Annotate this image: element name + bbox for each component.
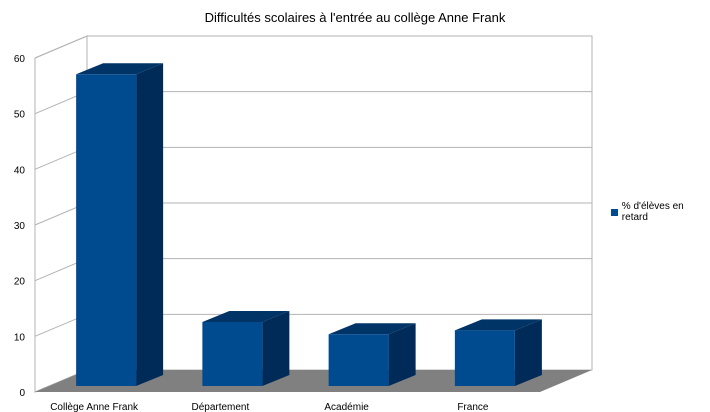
y-tick-label: 30	[14, 221, 26, 232]
y-tick-label: 50	[14, 110, 26, 121]
bar	[328, 323, 416, 386]
bar	[202, 310, 290, 386]
y-tick-label: 60	[14, 54, 26, 65]
y-tick-label: 40	[14, 165, 26, 176]
floor-plane	[35, 370, 592, 392]
bar-side	[388, 323, 416, 386]
bar	[454, 319, 542, 386]
bar-side	[136, 63, 164, 387]
bar-side	[514, 319, 542, 386]
bar	[76, 63, 164, 387]
bar-top	[76, 63, 164, 75]
bars	[76, 63, 542, 387]
x-tick-label: Académie	[324, 402, 369, 412]
chart-title: Difficultés scolaires à l'entrée au coll…	[205, 10, 506, 25]
y-axis-ticks: 0 10 20 30 40 50 60	[14, 54, 26, 399]
legend-label: % d'élèves en retard	[621, 201, 684, 223]
bar-front	[202, 321, 263, 386]
bar-top	[328, 323, 416, 335]
bar-top	[202, 310, 290, 322]
legend: % d'élèves en retard	[611, 201, 710, 223]
bar-front	[328, 334, 389, 386]
gridline	[34, 35, 592, 59]
x-tick-label: France	[457, 402, 489, 412]
y-tick-label: 20	[14, 277, 26, 288]
bar-front	[76, 74, 137, 387]
bar-side	[262, 310, 290, 386]
bar-top	[454, 319, 542, 331]
y-tick-label: 10	[14, 332, 26, 343]
chart-floor	[35, 370, 592, 392]
x-axis-ticks: Collège Anne Frank Département Académie Fra…	[50, 402, 489, 412]
bar-front	[454, 330, 515, 386]
x-tick-label: Collège Anne Frank	[50, 402, 139, 412]
x-tick-label: Département	[191, 402, 249, 412]
y-tick-label: 0	[19, 388, 25, 399]
legend-swatch	[611, 208, 618, 216]
